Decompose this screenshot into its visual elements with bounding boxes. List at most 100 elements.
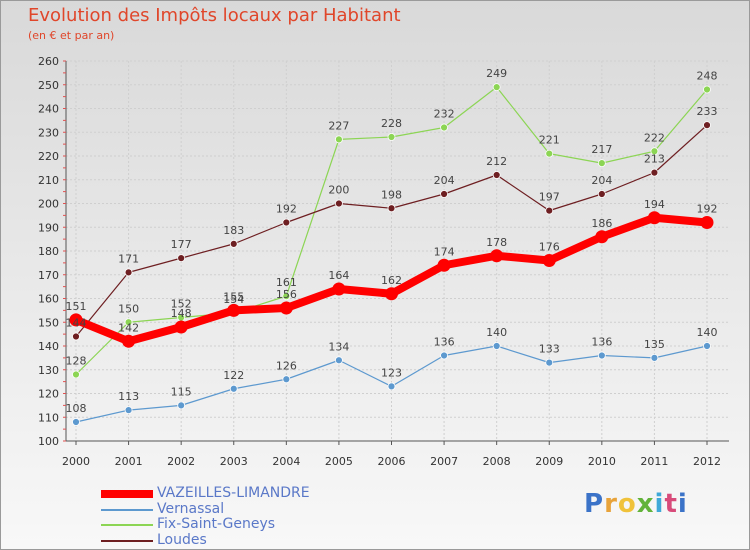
data-label: 174 [434,245,455,258]
data-point [542,254,556,267]
data-label: 183 [223,224,244,237]
data-point [72,332,80,341]
data-point [437,258,451,272]
data-label: 140 [486,326,507,339]
data-label: 148 [171,307,192,320]
y-tick-label: 230 [38,126,59,139]
data-point [282,292,291,301]
x-tick-label: 2000 [62,455,90,468]
data-point [545,206,554,215]
data-label: 228 [381,117,402,130]
y-tick-label: 200 [38,198,59,211]
x-tick-label: 2005 [325,455,353,468]
data-label: 232 [434,108,455,121]
data-point [440,190,448,198]
logo-letter: i [677,489,688,519]
data-point [597,351,606,360]
data-point [229,384,238,393]
data-label: 212 [486,155,507,168]
data-label: 249 [486,67,507,80]
data-point [440,351,448,360]
data-point [387,133,396,141]
x-axis-ticks: 2000 2001 2002 2003 2004 2005 2006 2007 2008 2009… [62,441,721,468]
data-label: 198 [381,188,402,201]
y-tick-label: 100 [38,435,59,448]
data-point [282,218,291,227]
logo-letter: i [654,489,665,519]
logo-letter: P [584,489,605,519]
y-tick-label: 130 [38,364,59,377]
data-label: 115 [171,385,192,398]
data-point [595,230,609,244]
data-point [124,406,133,415]
x-tick-label: 2002 [167,455,195,468]
data-point [650,353,659,362]
data-label: 233 [697,105,718,118]
data-point [703,85,711,94]
data-point [72,418,80,426]
y-tick-label: 170 [38,269,59,282]
data-label: 144 [66,317,87,330]
legend-swatch [101,509,153,511]
chart-title: Evolution des Impôts locaux par Habitant [28,5,401,26]
legend-label: VAZEILLES-LIMANDRE [157,485,310,501]
data-point [440,123,448,132]
data-label: 200 [328,184,349,197]
data-point [177,401,186,410]
data-label: 113 [118,390,139,403]
data-point [335,199,343,208]
y-tick-label: 110 [38,411,59,424]
data-point [492,171,501,179]
data-label: 186 [591,217,612,230]
x-tick-label: 2009 [535,455,563,468]
data-label: 161 [276,276,297,289]
data-label: 154 [223,293,244,306]
data-label: 122 [223,369,244,382]
data-label: 171 [118,252,139,265]
data-point [385,287,398,301]
y-tick-label: 240 [38,103,59,116]
data-label: 134 [328,340,349,353]
y-tick-label: 120 [38,388,59,401]
data-point [69,313,83,327]
data-point [177,254,186,263]
legend-swatch [101,540,153,542]
x-tick-label: 2001 [115,455,143,468]
x-tick-label: 2012 [693,455,721,468]
data-point [492,83,501,92]
proxiti-logo: Proxiti [584,489,688,519]
logo-letter: t [664,489,678,519]
x-tick-label: 2004 [272,455,300,468]
legend-swatch [101,524,153,526]
data-label: 108 [66,402,87,415]
data-point [650,168,659,177]
data-point [545,149,554,158]
data-label: 123 [381,366,402,379]
y-axis-ticks: 100 110 120 130 140 150 160 170 180 190 200 210 220 2… [38,55,66,448]
y-tick-label: 190 [38,221,59,234]
legend-label: Fix-Saint-Geneys [157,516,276,532]
data-label: 194 [644,198,665,211]
data-label: 248 [697,70,718,83]
data-point [279,301,293,315]
y-tick-label: 250 [38,79,59,92]
data-point [703,121,711,130]
data-point [647,211,661,225]
data-point [335,135,343,144]
data-label: 192 [697,203,718,216]
chart-subtitle: (en € et par an) [28,29,115,42]
data-label: 162 [381,274,402,287]
y-tick-label: 150 [38,316,59,329]
data-point [335,356,343,365]
data-label: 213 [644,153,665,166]
data-label: 140 [697,326,718,339]
data-label: 204 [591,174,612,187]
data-point [332,282,346,296]
legend-label: Loudes [157,532,207,548]
series-points [69,83,714,426]
data-label: 128 [66,355,87,368]
data-label: 177 [171,238,192,251]
data-label: 152 [171,298,192,311]
y-tick-label: 140 [38,340,59,353]
